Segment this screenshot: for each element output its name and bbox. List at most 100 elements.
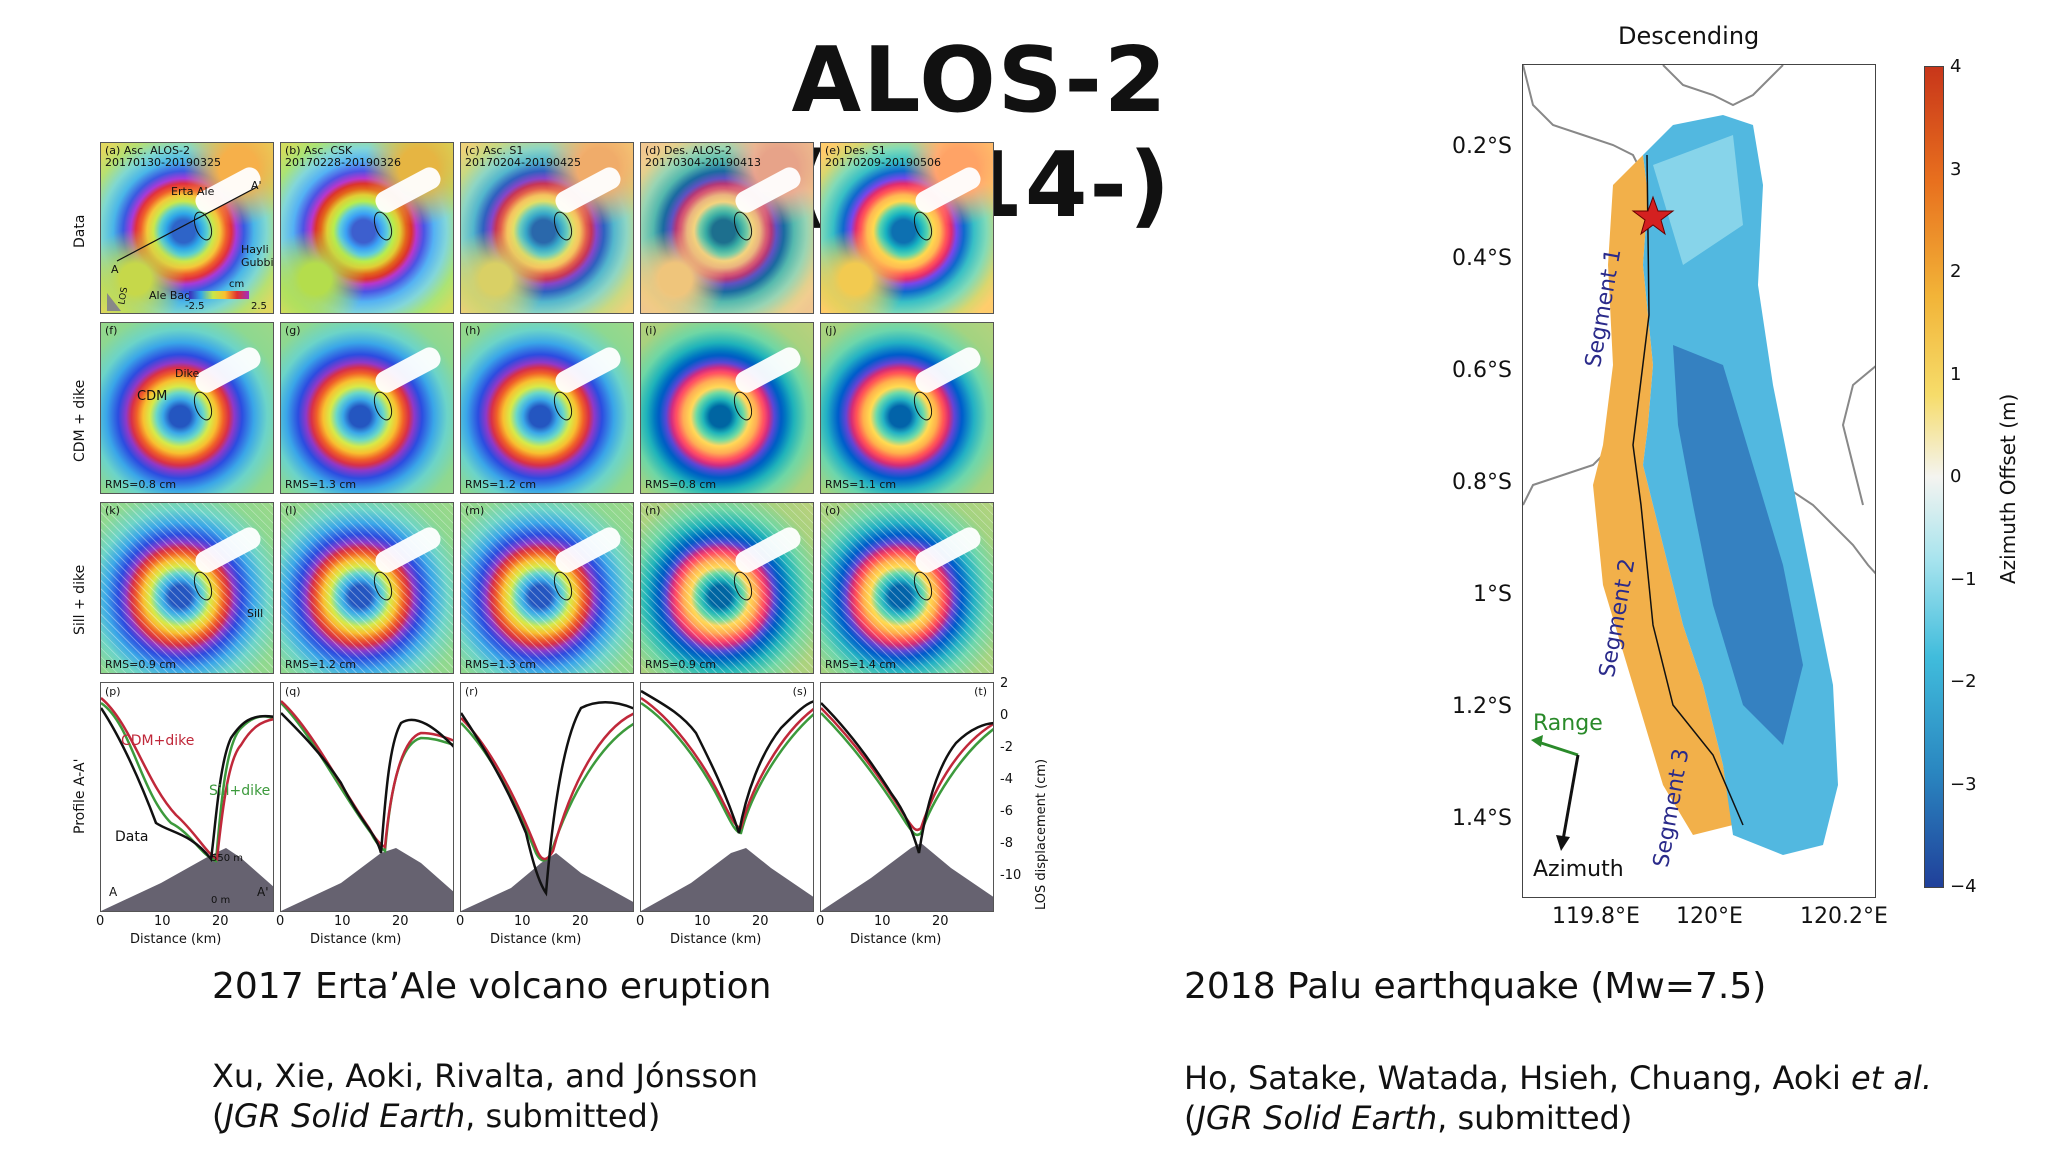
elev-550: 550 m <box>211 853 244 864</box>
cdm-panel-i: (i) RMS=0.8 cm <box>640 322 814 494</box>
colorbar-tick: −4 <box>1950 876 1977 897</box>
profile-y-tick: -2 <box>1000 740 1013 755</box>
colorbar-label: Azimuth Offset (m) <box>1996 393 2020 584</box>
erta-ale-figure: Data CDM + dike Sill + dike Profile A-A'… <box>72 140 1058 960</box>
azimuth-label: Azimuth <box>1533 857 1624 882</box>
erta-ale-label: Erta Ale <box>171 185 215 198</box>
latitude-tick: 1°S <box>1473 582 1512 607</box>
profile-y-tick: 2 <box>1000 676 1009 691</box>
profile-plot-r <box>461 701 633 911</box>
cdm-panel-h: (h) RMS=1.2 cm <box>460 322 634 494</box>
range-label: Range <box>1533 711 1603 736</box>
map-svg <box>1523 65 1875 855</box>
longitude-tick: 119.8°E <box>1552 904 1640 929</box>
data-panel-e: (e) Des. S1 20170209-20190506 <box>820 142 994 314</box>
profile-y-tick: -10 <box>1000 868 1022 883</box>
profile-x-tick: 20 <box>212 914 229 929</box>
left-citation: Xu, Xie, Aoki, Rivalta, and Jónsson (JGR… <box>212 1057 758 1135</box>
cdm-panel-f: (f) CDM Dike RMS=0.8 cm <box>100 322 274 494</box>
cdm-panel-j: (j) RMS=1.1 cm <box>820 322 994 494</box>
latitude-tick: 0.8°S <box>1452 470 1512 495</box>
colorbar-tick: 0 <box>1950 466 1962 487</box>
profile-x-tick: 0 <box>96 914 105 929</box>
profile-y-tick: -4 <box>1000 772 1013 787</box>
profile-a: A <box>109 885 118 899</box>
sill-panel-o: (o) RMS=1.4 cm <box>820 502 994 674</box>
profile-panel-r: (r) <box>460 682 634 912</box>
sill-panel-n: (n) RMS=0.9 cm <box>640 502 814 674</box>
legend-cdm: CDM+dike <box>121 733 195 749</box>
profile-y-tick: -6 <box>1000 804 1013 819</box>
ale-bagu-label: Ale Bagu <box>149 289 199 302</box>
hayli-gubbi-label: Hayli Gubbi <box>241 243 274 269</box>
profile-xlabel: Distance (km) <box>850 932 942 947</box>
sill-panel-l: (l) RMS=1.2 cm <box>280 502 454 674</box>
latitude-ticks: 0.2°S 0.4°S 0.6°S 0.8°S 1°S 1.2°S 1.4°S <box>1410 64 1522 898</box>
sill-label: Sill <box>247 607 264 620</box>
profile-x-tick: 20 <box>392 914 409 929</box>
latitude-tick: 0.6°S <box>1452 358 1512 383</box>
profile-x-tick: 0 <box>456 914 465 929</box>
a-prime-label: A' <box>251 179 262 192</box>
colorbar-tick: 4 <box>1950 56 1962 77</box>
colorbar-tick: −1 <box>1950 568 1977 590</box>
profile-line <box>107 186 258 311</box>
profile-plot-t <box>821 702 993 911</box>
profile-xlabel: Distance (km) <box>670 932 762 947</box>
azimuth-colorbar <box>1924 66 1944 888</box>
palu-figure: Descending Range Azimuth Segmen <box>1410 18 2030 938</box>
longitude-ticks: 119.8°E 120°E 120.2°E <box>1522 898 1888 938</box>
profile-y-tick: -8 <box>1000 836 1013 851</box>
profile-panel-s: (s) <box>640 682 814 912</box>
colorbar-max: 2.5 <box>251 301 267 312</box>
latitude-tick: 1.2°S <box>1452 694 1512 719</box>
colorbar-tick: 2 <box>1950 261 1962 282</box>
colorbar-tick: 3 <box>1950 158 1962 180</box>
colorbar-unit: cm <box>229 279 245 290</box>
data-panel-b: (b) Asc. CSK 20170228-20190326 <box>280 142 454 314</box>
profile-x-tick: 20 <box>572 914 589 929</box>
right-citation: Ho, Satake, Watada, Hsieh, Chuang, Aoki … <box>1184 1059 1933 1137</box>
map-frame: Range Azimuth Segment 1 Segment 2 Segmen… <box>1522 64 1876 898</box>
profile-x-tick: 10 <box>154 914 171 929</box>
profile-x-tick: 20 <box>932 914 949 929</box>
latitude-tick: 0.4°S <box>1452 246 1512 271</box>
cdm-panel-g: (g) RMS=1.3 cm <box>280 322 454 494</box>
profile-a-prime: A' <box>257 885 269 899</box>
sill-panel-m: (m) RMS=1.3 cm <box>460 502 634 674</box>
row-label-sill: Sill + dike <box>72 564 88 635</box>
left-caption: 2017 Erta’Ale volcano eruption <box>212 966 772 1007</box>
profile-x-tick: 0 <box>276 914 285 929</box>
profile-panel-q: (q) <box>280 682 454 912</box>
row-label-data: Data <box>72 214 88 248</box>
profile-plot-p <box>101 697 273 911</box>
profile-x-labels: 0 10 20 Distance (km) 0 10 20 Distance (km) 0 10 2… <box>78 914 1058 960</box>
longitude-tick: 120°E <box>1676 904 1743 929</box>
latitude-tick: 0.2°S <box>1452 134 1512 159</box>
profile-x-tick: 10 <box>874 914 891 929</box>
colorbar-min: -2.5 <box>185 301 205 312</box>
profile-x-tick: 0 <box>816 914 825 929</box>
profile-y-tick: 0 <box>1000 708 1009 723</box>
colorbar-tick: −2 <box>1950 671 1977 692</box>
data-panel-a: (a) Asc. ALOS-2 20170130-20190325 Erta A… <box>100 142 274 314</box>
colorbar-ticks: 4 3 2 1 0 −1 −2 −3 −4 <box>1946 56 1986 897</box>
data-panel-d: (d) Des. ALOS-2 20170304-20190413 <box>640 142 814 314</box>
cdm-label: CDM <box>137 389 168 404</box>
profile-ylabel: LOS displacement (cm) <box>1034 758 1049 910</box>
profile-xlabel: Distance (km) <box>490 932 582 947</box>
dike-label: Dike <box>175 367 200 380</box>
colorbar-tick: 1 <box>1950 363 1962 385</box>
elev-0: 0 m <box>211 895 231 906</box>
profile-x-tick: 10 <box>514 914 531 929</box>
epicenter-star-icon <box>1631 195 1675 236</box>
legend-data: Data <box>115 829 149 845</box>
profile-x-tick: 10 <box>334 914 351 929</box>
legend-sill: Sill+dike <box>209 783 271 799</box>
data-panel-c: (c) Asc. S1 20170204-20190425 <box>460 142 634 314</box>
profile-plot-s <box>641 689 813 911</box>
profile-panel-p: (p) CDM+dike Sill+dike Data 550 m 0 m A … <box>100 682 274 912</box>
row-label-cdm: CDM + dike <box>72 379 88 462</box>
colorbar-tick: −3 <box>1950 773 1977 795</box>
longitude-tick: 120.2°E <box>1800 904 1888 929</box>
